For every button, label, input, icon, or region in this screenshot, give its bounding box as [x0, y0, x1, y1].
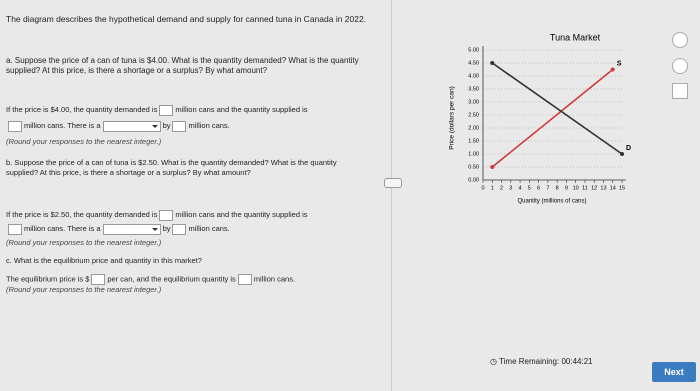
- text: by: [162, 121, 171, 130]
- input[interactable]: [172, 120, 187, 132]
- point: [490, 61, 495, 65]
- x-tick-label: 7: [546, 185, 549, 191]
- text: The equilibrium price is $: [6, 274, 90, 284]
- collapse-button[interactable]: [384, 178, 402, 188]
- text: million cans. There is a: [24, 224, 101, 233]
- text: by: [162, 224, 171, 233]
- text: million cans.: [253, 274, 296, 284]
- text: If the price is $4.00, the quantity dema…: [6, 105, 158, 114]
- note: (Round your responses to the nearest int…: [6, 137, 162, 146]
- answer-c: The equilibrium price is $ per can, and t…: [6, 274, 366, 295]
- x-tick-label: 4: [519, 185, 522, 191]
- note: (Round your responses to the nearest int…: [6, 285, 162, 294]
- divider: [391, 0, 392, 391]
- text: million cans and the quantity supplied i…: [175, 210, 308, 219]
- y-tick-label: 4.00: [468, 73, 479, 79]
- intro: The diagram describes the hypothetical d…: [6, 14, 367, 24]
- x-tick-label: 9: [565, 185, 568, 191]
- input[interactable]: [91, 274, 106, 285]
- x-tick-label: 5: [528, 185, 531, 191]
- chart: Tuna Market Price (dollars per can) Quan…: [449, 32, 631, 205]
- input[interactable]: [159, 104, 174, 116]
- question-b: b. Suppose the price of a can of tuna is…: [6, 158, 337, 177]
- answer-a: If the price is $4.00, the quantity dema…: [6, 102, 376, 150]
- input[interactable]: [8, 120, 22, 132]
- answer-b: If the price is $2.50, the quantity dema…: [6, 208, 376, 250]
- point: [620, 152, 624, 156]
- text: If the price is $2.50, the quantity dema…: [6, 210, 158, 219]
- text: million cans. There is a: [24, 121, 101, 130]
- dropdown[interactable]: [102, 223, 161, 235]
- x-tick-label: 14: [610, 185, 616, 191]
- x-tick-label: 12: [591, 185, 597, 191]
- text: million cans and the quantity supplied i…: [175, 105, 308, 114]
- y-tick-label: 5.00: [468, 47, 479, 53]
- curve: [491, 68, 614, 168]
- curve-label: S: [617, 60, 622, 67]
- x-tick-label: 2: [500, 185, 503, 191]
- curve-label: D: [626, 145, 631, 152]
- x-tick-label: 10: [573, 185, 579, 191]
- y-tick-label: 2.50: [468, 112, 479, 118]
- x-tick-label: 11: [582, 185, 588, 191]
- note: (Round your responses to the nearest int…: [6, 238, 162, 247]
- zoom-out[interactable]: [672, 58, 688, 74]
- y-tick-label: 3.50: [468, 86, 479, 92]
- input[interactable]: [237, 274, 252, 285]
- y-tick-label: 4.50: [468, 60, 479, 66]
- input[interactable]: [172, 223, 187, 235]
- x-tick-label: 6: [537, 185, 540, 191]
- y-tick-label: 1.50: [468, 138, 479, 144]
- y-tick-label: 3.00: [468, 99, 479, 105]
- x-tick-label: 3: [509, 185, 512, 191]
- point: [610, 67, 615, 72]
- reset[interactable]: [672, 83, 688, 99]
- x-tick-label: 1: [491, 185, 494, 191]
- text: million cans.: [188, 121, 230, 130]
- y-axis-label: Price (dollars per can): [449, 86, 456, 150]
- dropdown[interactable]: [102, 120, 161, 132]
- y-tick-label: 0.50: [468, 164, 479, 170]
- question-a: a. Suppose the price of a can of tuna is…: [6, 56, 359, 75]
- next-button[interactable]: Next: [652, 362, 696, 382]
- point: [490, 165, 495, 169]
- input[interactable]: [159, 209, 174, 221]
- y-tick-label: 2.00: [468, 125, 479, 131]
- input[interactable]: [8, 223, 22, 235]
- x-axis-label: Quantity (millions of cans): [517, 199, 586, 205]
- question-c: c. What is the equilibrium price and qua…: [6, 256, 202, 265]
- x-tick-label: 0: [481, 185, 484, 191]
- curve: [491, 62, 623, 155]
- timer: ◷ Time Remaining: 00:44:21: [490, 357, 593, 366]
- zoom-in[interactable]: [672, 32, 688, 48]
- y-tick-label: 0.00: [468, 177, 479, 183]
- chart-title: Tuna Market: [550, 32, 601, 42]
- y-tick-label: 1.00: [468, 151, 479, 157]
- text: per can, and the equilibrium quantity is: [107, 274, 236, 284]
- x-tick-label: 13: [600, 185, 606, 191]
- x-tick-label: 8: [556, 185, 559, 191]
- x-tick-label: 15: [619, 185, 625, 191]
- timer-text: Time Remaining: 00:44:21: [499, 357, 593, 366]
- text: million cans.: [188, 224, 230, 233]
